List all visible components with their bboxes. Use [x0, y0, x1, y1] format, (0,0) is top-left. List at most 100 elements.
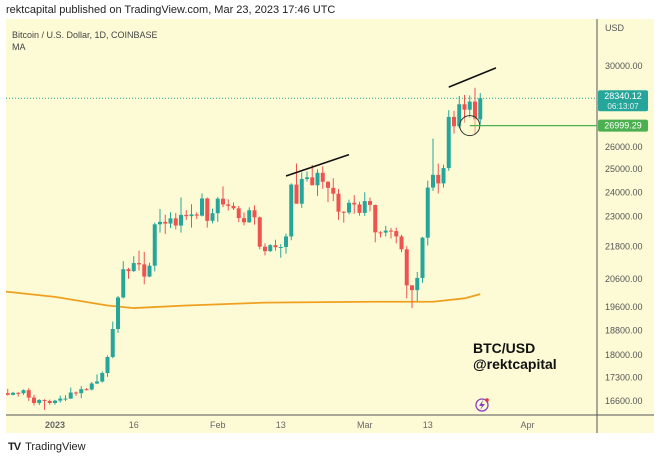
candle-up [441, 168, 446, 184]
candle-up [131, 263, 136, 272]
candle-up [425, 187, 430, 238]
x-tick-label: 16 [129, 420, 139, 430]
candle-down [242, 218, 246, 223]
candle-down [389, 230, 393, 232]
tradingview-logo-icon: TV [8, 441, 21, 453]
candle-down [257, 217, 262, 247]
trendline [285, 153, 350, 177]
candle-up [415, 277, 420, 291]
candle-down [205, 198, 210, 221]
candle-down [84, 389, 89, 391]
candle-up [68, 392, 73, 399]
candle-up [58, 398, 63, 401]
candle-down [404, 249, 409, 286]
notification-dot [485, 398, 489, 402]
y-tick-label: 23000.00 [605, 211, 643, 221]
candle-up [168, 218, 173, 224]
candle-up [79, 389, 84, 394]
x-tick-label: Mar [357, 420, 373, 430]
candle-down [26, 390, 31, 398]
symbol-legend[interactable]: Bitcoin / U.S. Dollar, 1D, COINBASE [12, 30, 158, 40]
lightning-icon-bolt [479, 400, 485, 410]
candle-up [11, 392, 15, 395]
candle-down [436, 174, 441, 184]
lightning-icon-ring [475, 398, 489, 412]
candle-down [137, 263, 141, 265]
currency-label: USD [605, 23, 625, 33]
candle-up [478, 98, 483, 120]
candle-up [179, 214, 183, 226]
y-tick-label: 26000.00 [605, 142, 643, 152]
lightning-icon [475, 398, 489, 412]
candle-down [263, 246, 267, 252]
indicator-legend[interactable]: MA [12, 42, 26, 52]
candle-down [126, 269, 131, 272]
chart-area[interactable] [6, 19, 654, 433]
candle-up [1, 393, 5, 394]
candle-down [32, 397, 36, 404]
countdown-label: 06:13:07 [607, 102, 639, 111]
candle-down [331, 187, 336, 194]
candle-down [236, 208, 241, 219]
candle-down [74, 392, 78, 394]
candle-up [37, 399, 42, 404]
candle-down [252, 210, 257, 218]
candle-down [410, 285, 414, 291]
candle-down [326, 181, 330, 188]
candle-down [221, 198, 225, 205]
trendline [448, 67, 497, 88]
y-tick-label: 30000.00 [605, 61, 643, 71]
support-price-label: 26999.29 [604, 121, 642, 131]
candle-down [194, 214, 199, 216]
candle-up [105, 357, 110, 374]
y-tick-label: 17300.00 [605, 373, 643, 383]
candle-up [95, 381, 99, 384]
moving-average-line [6, 290, 481, 309]
candle-up [116, 297, 120, 330]
candle-up [278, 246, 283, 248]
candle-up [347, 202, 351, 213]
candle-up [215, 198, 220, 214]
x-tick-label: 13 [423, 420, 433, 430]
y-tick-label: 24000.00 [605, 187, 643, 197]
candle-down [336, 193, 341, 212]
candle-up [420, 237, 425, 278]
candle-down [368, 201, 372, 205]
candle-up [362, 201, 367, 213]
candle-up [315, 172, 320, 186]
y-tick-label: 19600.00 [605, 302, 643, 312]
y-tick-label: 18000.00 [605, 350, 643, 360]
candle-up [100, 373, 105, 382]
last-price-badge [598, 90, 648, 112]
candle-up [200, 198, 204, 216]
candle-up [446, 116, 451, 169]
candle-down [184, 214, 189, 217]
candle-down [294, 184, 299, 204]
candle-down [231, 205, 236, 209]
candle-down [473, 101, 477, 120]
candle-down [16, 392, 21, 394]
candle-down [452, 116, 456, 127]
candle-up [63, 398, 68, 400]
last-price-label: 28340.12 [604, 91, 642, 101]
published-line: rektcapital published on TradingView.com… [6, 4, 336, 16]
candle-down [273, 245, 278, 248]
y-tick-label: 18800.00 [605, 326, 643, 336]
candle-up [110, 329, 115, 358]
candle-down [226, 204, 231, 206]
footer: TV TradingView [8, 441, 86, 453]
candle-up [305, 177, 309, 180]
watermark-handle: @rektcapital [473, 356, 557, 372]
candle-down [394, 231, 399, 237]
y-tick-label: 20600.00 [605, 274, 643, 284]
candle-up [21, 390, 26, 394]
x-tick-label: Apr [520, 420, 534, 430]
candle-down [320, 172, 325, 182]
candle-down [310, 177, 315, 186]
candle-up [431, 174, 435, 188]
candle-up [158, 221, 162, 225]
footer-brand[interactable]: TradingView [25, 441, 86, 453]
candle-up [299, 179, 304, 204]
candle-down [47, 400, 52, 404]
